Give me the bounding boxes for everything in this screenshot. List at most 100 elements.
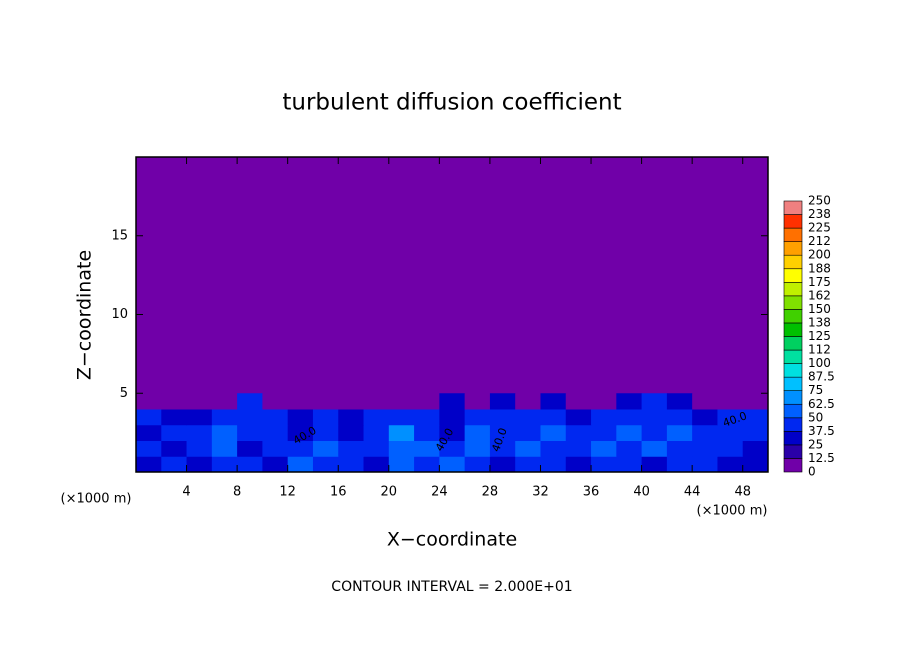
field-cell xyxy=(692,456,718,473)
field-cell xyxy=(262,424,289,441)
field-cell xyxy=(312,409,339,426)
field-cell xyxy=(742,393,769,410)
field-cell xyxy=(262,440,289,457)
x-tick-label: 44 xyxy=(684,485,701,500)
colorbar-label: 250 xyxy=(808,194,831,208)
field-cell xyxy=(211,393,238,410)
x-tick-label: 32 xyxy=(532,485,549,500)
colorbar-swatch xyxy=(783,458,803,473)
y-tick-label: 5 xyxy=(120,386,128,401)
field-cell xyxy=(666,424,693,441)
field-cell xyxy=(489,393,516,410)
x-tick-label: 24 xyxy=(431,485,448,500)
field-cell xyxy=(312,393,339,410)
field-cell xyxy=(489,409,516,426)
field-cell xyxy=(742,424,769,441)
field-cell xyxy=(287,393,314,410)
colorbar-swatch xyxy=(783,254,803,270)
colorbar-swatch xyxy=(783,349,803,364)
field-cell xyxy=(186,456,213,473)
field-cell xyxy=(363,393,390,410)
colorbar-swatch xyxy=(783,227,803,242)
colorbar-swatch xyxy=(783,336,803,351)
field-cell xyxy=(211,409,238,426)
colorbar-swatch xyxy=(783,376,803,391)
field-cell xyxy=(742,440,769,457)
field-cell xyxy=(439,440,466,457)
field-cell xyxy=(338,424,365,441)
field-cell xyxy=(439,456,466,473)
field-cell xyxy=(338,409,365,426)
colorbar-swatch xyxy=(783,444,803,459)
y-tick-label: 10 xyxy=(111,307,128,322)
field-cell xyxy=(616,456,643,473)
field-cell xyxy=(287,456,314,473)
field-cell xyxy=(388,409,415,426)
colorbar-swatch xyxy=(783,241,803,256)
x-tick-label: 16 xyxy=(330,485,347,500)
field-cell xyxy=(136,393,162,410)
field-cell xyxy=(666,440,693,457)
field-cell xyxy=(515,393,541,410)
field-cell xyxy=(414,440,440,457)
x-tick-label: 12 xyxy=(279,485,296,500)
field-cell xyxy=(692,393,718,410)
x-tick-label: 4 xyxy=(182,485,190,500)
colorbar-label: 25 xyxy=(808,437,823,451)
field-cell xyxy=(464,456,491,473)
field-cell xyxy=(388,393,415,410)
field-cell xyxy=(161,456,188,473)
field-cell xyxy=(591,440,617,457)
field-cell xyxy=(616,393,643,410)
field-cell xyxy=(414,409,440,426)
field-cell xyxy=(641,409,668,426)
field-cell xyxy=(211,424,238,441)
field-cell xyxy=(414,424,440,441)
field-cell xyxy=(312,456,339,473)
field-cell xyxy=(540,393,567,410)
field-cell xyxy=(540,409,567,426)
field-cell xyxy=(616,424,643,441)
field-cell xyxy=(363,456,390,473)
field-cell xyxy=(439,393,466,410)
colorbar-label: 188 xyxy=(808,261,831,275)
field-cell xyxy=(161,424,188,441)
field-cell xyxy=(414,456,440,473)
field-cell xyxy=(666,409,693,426)
field-cell xyxy=(616,440,643,457)
colorbar-swatch xyxy=(783,214,803,229)
colorbar-label: 12.5 xyxy=(808,451,835,465)
colorbar-swatch xyxy=(783,403,803,419)
field-cell xyxy=(515,440,541,457)
colorbar-label: 87.5 xyxy=(808,370,835,384)
colorbar-swatch xyxy=(783,390,803,405)
colorbar-label: 238 xyxy=(808,207,831,221)
field-cell xyxy=(211,456,238,473)
field-cell xyxy=(565,409,592,426)
field-cell xyxy=(287,409,314,426)
field-cell xyxy=(388,424,415,441)
x-unit: (×1000 m) xyxy=(697,504,768,519)
field-cell xyxy=(312,440,339,457)
field-cell xyxy=(338,393,365,410)
field-cell xyxy=(717,393,744,410)
field-cell xyxy=(136,424,162,441)
field-cell xyxy=(717,440,744,457)
field-cell xyxy=(489,456,516,473)
field-cell xyxy=(489,440,516,457)
field-cell xyxy=(540,440,567,457)
colorbar-label: 162 xyxy=(808,288,831,302)
colorbar-label: 212 xyxy=(808,234,831,248)
field-cell xyxy=(616,409,643,426)
field-cell xyxy=(338,456,365,473)
colorbar-swatch xyxy=(783,295,803,310)
field-cell xyxy=(717,424,744,441)
x-tick-label: 36 xyxy=(583,485,600,500)
field-cell xyxy=(136,409,162,426)
colorbar-label: 125 xyxy=(808,329,831,343)
field-cell xyxy=(591,409,617,426)
field-cell xyxy=(186,393,213,410)
field-cell xyxy=(565,456,592,473)
colorbar-swatch xyxy=(783,322,803,337)
colorbar-label: 112 xyxy=(808,343,831,357)
